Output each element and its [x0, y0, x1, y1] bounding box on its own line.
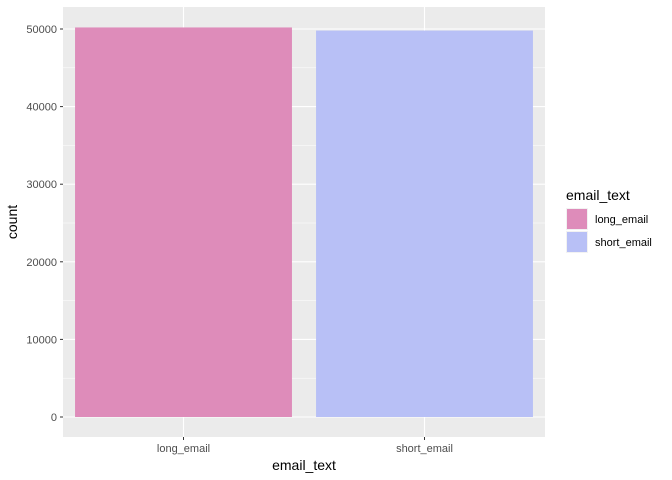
- legend-label: short_email: [595, 237, 652, 249]
- x-axis-title: email_text: [272, 457, 336, 473]
- legend-title: email_text: [566, 187, 630, 203]
- bar-long-email: [75, 27, 292, 418]
- bar-short-email: [316, 30, 533, 417]
- y-tick-label: 20000: [26, 257, 57, 269]
- legend-swatch-long-email: [567, 209, 587, 229]
- y-axis-title: count: [4, 205, 20, 239]
- y-tick-label: 50000: [26, 24, 57, 36]
- y-axis: 0 10000 20000 30000 40000 50000: [26, 24, 63, 424]
- x-tick-label: short_email: [396, 443, 453, 455]
- y-tick-label: 30000: [26, 179, 57, 191]
- legend-swatch-short-email: [567, 232, 587, 252]
- legend: email_text long_email short_email: [566, 187, 652, 253]
- y-tick-label: 10000: [26, 334, 57, 346]
- y-tick-label: 40000: [26, 102, 57, 114]
- x-tick-label: long_email: [157, 443, 210, 455]
- x-axis: long_email short_email: [157, 437, 453, 455]
- bars: [75, 27, 533, 418]
- legend-label: long_email: [595, 214, 648, 226]
- y-tick-label: 0: [51, 412, 57, 424]
